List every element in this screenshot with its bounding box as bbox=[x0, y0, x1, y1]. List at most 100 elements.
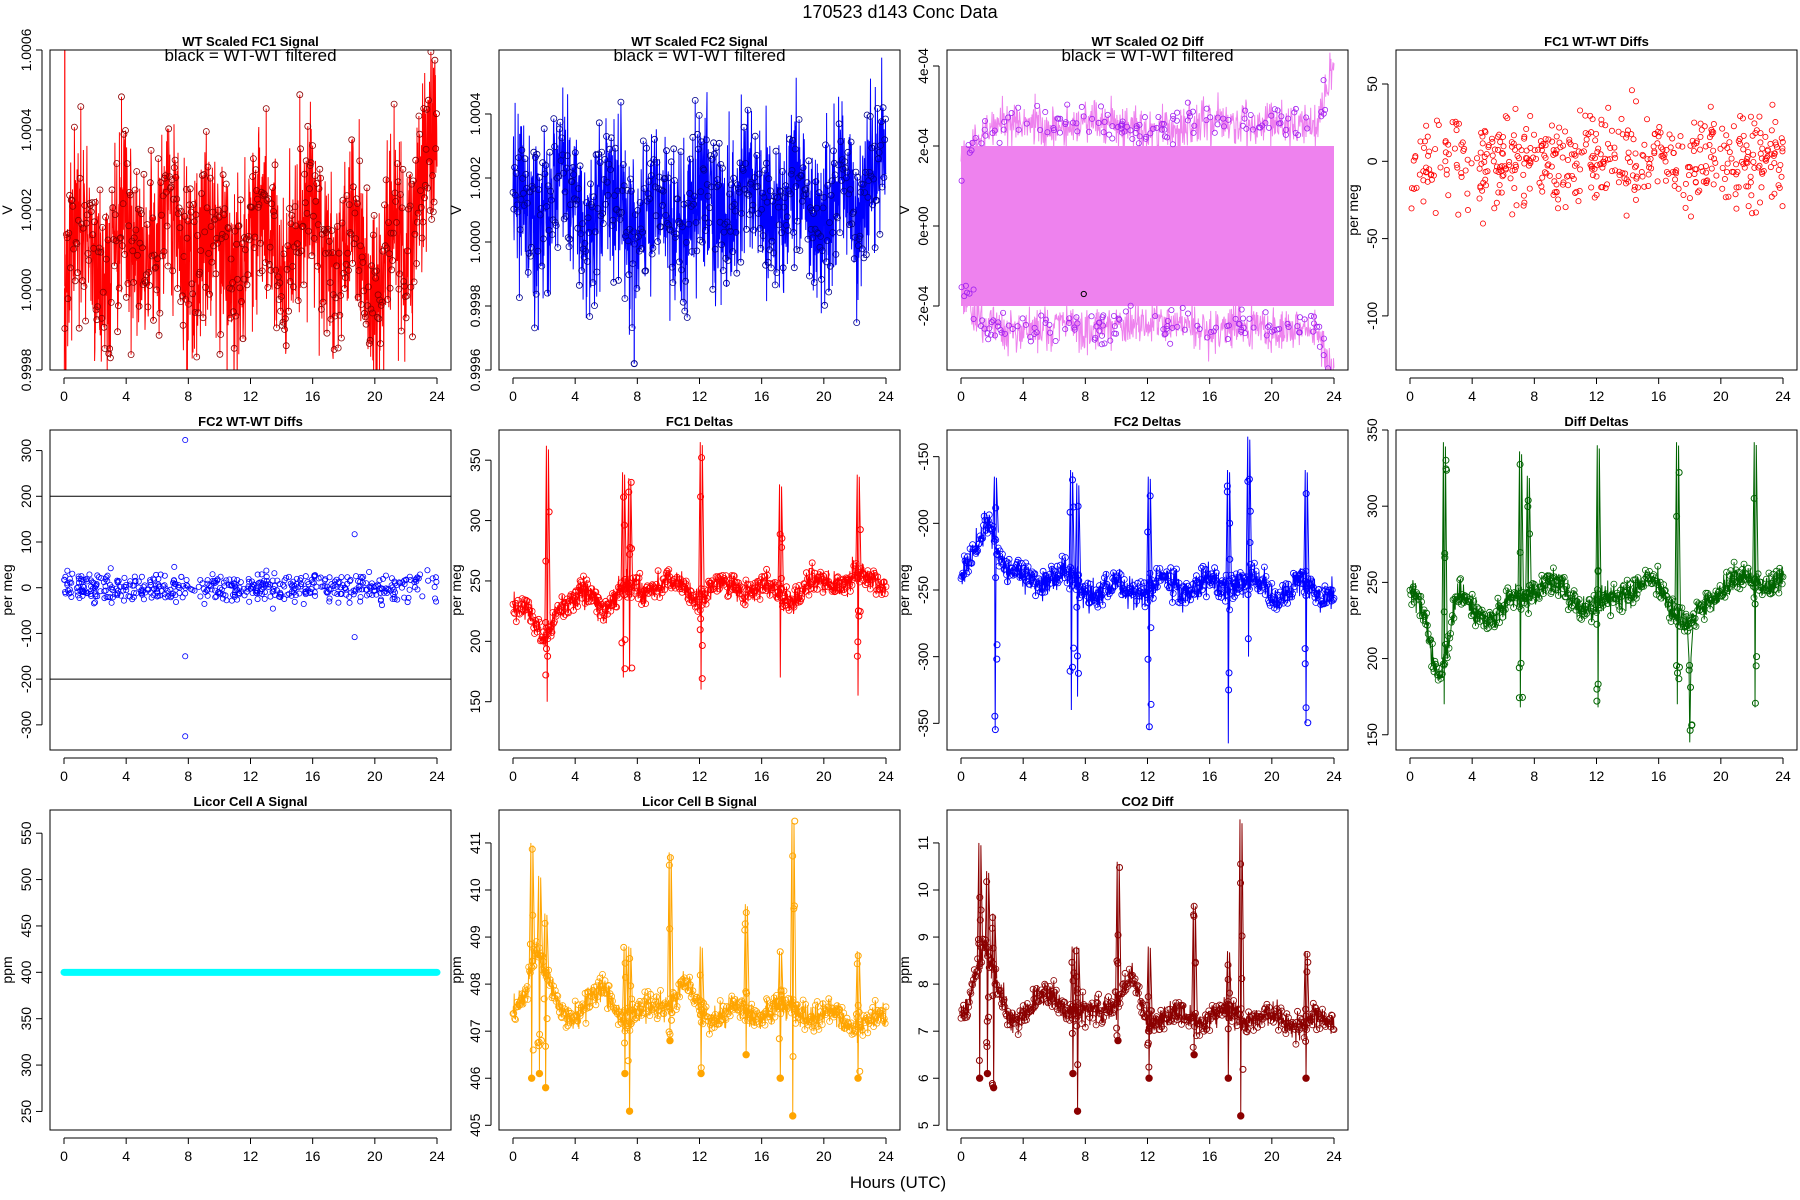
data-point bbox=[531, 324, 538, 332]
data-point bbox=[792, 583, 800, 590]
data-point bbox=[173, 599, 180, 606]
data-point bbox=[230, 576, 237, 583]
data-point bbox=[1009, 1009, 1016, 1017]
data-point bbox=[1082, 588, 1090, 595]
data-point bbox=[780, 203, 788, 211]
data-point bbox=[1502, 113, 1509, 120]
data-point bbox=[129, 247, 137, 255]
data-point bbox=[621, 1039, 629, 1047]
data-point bbox=[398, 584, 405, 591]
data-point bbox=[61, 576, 68, 583]
data-point bbox=[91, 198, 99, 206]
data-point bbox=[1070, 119, 1077, 126]
data-point-filled bbox=[1190, 1051, 1198, 1059]
data-point bbox=[559, 1002, 567, 1009]
data-point bbox=[1612, 155, 1619, 162]
y-tick-label: 300 bbox=[467, 509, 483, 533]
data-point bbox=[380, 575, 387, 582]
data-point bbox=[553, 992, 561, 999]
y-tick-label: 550 bbox=[18, 821, 34, 845]
data-point bbox=[1044, 129, 1051, 136]
data-point bbox=[432, 145, 440, 153]
data-point bbox=[342, 260, 350, 268]
data-point bbox=[1023, 120, 1030, 127]
data-point bbox=[1155, 113, 1162, 120]
y-tick-label: 250 bbox=[18, 1100, 34, 1124]
data-point bbox=[1042, 316, 1049, 323]
y-tick-label: -200 bbox=[915, 509, 931, 537]
data-point bbox=[1149, 594, 1157, 602]
data-point bbox=[1733, 171, 1740, 178]
data-point bbox=[1167, 340, 1174, 347]
data-point bbox=[687, 981, 694, 989]
data-point bbox=[1302, 490, 1310, 498]
data-point bbox=[349, 183, 357, 191]
data-point bbox=[72, 238, 80, 246]
data-point bbox=[1085, 128, 1092, 135]
data-point bbox=[665, 566, 673, 573]
data-point bbox=[703, 594, 711, 602]
data-point bbox=[130, 278, 137, 286]
data-point bbox=[1269, 328, 1276, 335]
y-tick-label: 1.0006 bbox=[18, 28, 34, 71]
data-point bbox=[1491, 205, 1498, 212]
data-point bbox=[1777, 161, 1784, 168]
data-point bbox=[1098, 591, 1106, 598]
data-point bbox=[866, 112, 874, 120]
data-point bbox=[1654, 562, 1662, 570]
data-point bbox=[777, 585, 785, 593]
data-point bbox=[760, 193, 768, 201]
data-point bbox=[170, 579, 177, 586]
data-point bbox=[97, 248, 105, 256]
data-point bbox=[1588, 165, 1595, 172]
data-point bbox=[515, 1000, 523, 1008]
data-point bbox=[1110, 312, 1117, 319]
data-point bbox=[258, 571, 265, 578]
data-point bbox=[538, 262, 546, 270]
data-point bbox=[1576, 187, 1583, 194]
data-point bbox=[589, 597, 596, 605]
data-point bbox=[403, 576, 410, 583]
data-point bbox=[343, 192, 351, 200]
data-point bbox=[779, 168, 786, 175]
data-point bbox=[1014, 1015, 1021, 1023]
data-point bbox=[1118, 990, 1126, 998]
data-point bbox=[789, 136, 797, 144]
data-point bbox=[1150, 125, 1157, 132]
data-point bbox=[778, 229, 785, 237]
data-point bbox=[1685, 172, 1692, 179]
data-point bbox=[377, 340, 384, 348]
y-tick-label: 1.0004 bbox=[467, 92, 483, 135]
data-point bbox=[367, 305, 375, 313]
data-point bbox=[88, 199, 96, 207]
data-point bbox=[248, 203, 256, 211]
data-point bbox=[1545, 572, 1553, 580]
data-point bbox=[966, 290, 973, 297]
data-point bbox=[1144, 1011, 1151, 1018]
data-point bbox=[1440, 661, 1448, 669]
data-point bbox=[231, 591, 238, 598]
x-tick-label: 8 bbox=[184, 1148, 192, 1164]
data-point bbox=[337, 584, 344, 591]
data-point bbox=[774, 193, 781, 201]
data-point bbox=[1302, 704, 1310, 712]
data-point bbox=[149, 214, 157, 222]
data-point-filled bbox=[1114, 1036, 1122, 1045]
data-point bbox=[321, 249, 329, 257]
data-point bbox=[818, 247, 826, 255]
data-point bbox=[118, 93, 125, 101]
data-point bbox=[337, 292, 345, 299]
data-point bbox=[1533, 588, 1541, 596]
data-point-filled bbox=[989, 1083, 998, 1092]
data-point bbox=[353, 573, 360, 580]
data-point bbox=[351, 634, 358, 641]
data-point bbox=[826, 580, 833, 588]
data-point bbox=[162, 594, 169, 601]
data-point bbox=[993, 655, 1001, 663]
x-tick-label: 20 bbox=[367, 1148, 383, 1164]
data-point bbox=[958, 572, 966, 580]
data-point bbox=[519, 606, 527, 614]
data-point bbox=[1139, 590, 1146, 597]
data-point bbox=[84, 249, 92, 257]
data-point bbox=[876, 230, 884, 238]
